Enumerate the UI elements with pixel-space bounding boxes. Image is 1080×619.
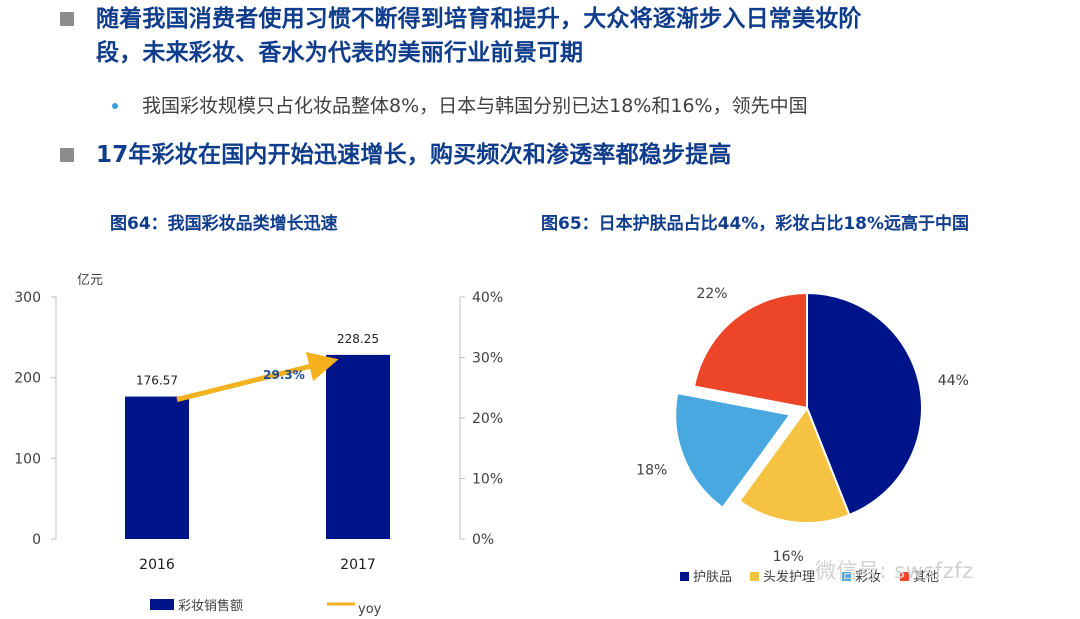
legend-label-1: 头发护理 bbox=[763, 569, 815, 585]
bullet-square bbox=[60, 12, 74, 26]
left-tick-label: 0 bbox=[32, 532, 41, 548]
pie-value-label: 18% bbox=[636, 462, 667, 478]
bar-2016 bbox=[125, 396, 189, 539]
headline-bullet-1-line-2: 段，未来彩妆、香水为代表的美丽行业前景可期 bbox=[96, 40, 584, 66]
left-tick-label: 200 bbox=[14, 371, 41, 387]
pie-value-label: 16% bbox=[773, 549, 804, 565]
y-unit-label: 亿元 bbox=[77, 273, 103, 288]
headline-bullet-1-line-1: 随着我国消费者使用习惯不断得到培育和提升，大众将逐渐步入日常美妆阶 bbox=[96, 6, 862, 32]
bar-value-label: 228.25 bbox=[337, 332, 379, 346]
legend-swatch-1 bbox=[750, 572, 759, 581]
legend-label-3: 其他 bbox=[913, 570, 939, 585]
yoy-growth-label: 29.3% bbox=[263, 368, 305, 382]
left-tick-label: 100 bbox=[14, 451, 41, 467]
figure-65-title: 图65：日本护肤品占比44%，彩妆占比18%远高于中国 bbox=[541, 214, 970, 234]
left-tick-label: 300 bbox=[14, 290, 41, 306]
pie-chart: 44% 16% 18% 22% 护肤品 头发护理 彩妆 其他 bbox=[636, 286, 969, 585]
pie-slice-0 bbox=[806, 291, 923, 517]
legend-label-yoy: yoy bbox=[358, 602, 382, 617]
legend-swatch-0 bbox=[680, 572, 689, 581]
legend-label-0: 护肤品 bbox=[693, 570, 732, 585]
sub-bullet-text: 我国彩妆规模只占化妆品整体8%，日本与韩国分别已达18%和16%，领先中国 bbox=[142, 95, 808, 117]
bullet-square bbox=[60, 148, 74, 162]
legend-label-2: 彩妆 bbox=[855, 570, 881, 585]
x-tick-label: 2017 bbox=[340, 557, 376, 573]
legend-label-sales: 彩妆销售额 bbox=[178, 598, 243, 614]
bar-2017 bbox=[326, 354, 390, 539]
watermark-text: 微信号: swsfzfz bbox=[815, 559, 974, 583]
bar-value-label: 176.57 bbox=[136, 374, 178, 388]
pie-value-label: 22% bbox=[696, 286, 727, 302]
legend-swatch-2 bbox=[842, 572, 851, 581]
legend-swatch-sales bbox=[150, 599, 174, 610]
right-tick-label: 20% bbox=[472, 411, 503, 427]
pie-slice-1 bbox=[738, 405, 851, 524]
figure-64-title: 图64：我国彩妆品类增长迅速 bbox=[110, 214, 338, 234]
right-tick-label: 30% bbox=[472, 351, 503, 367]
pie-slice-2 bbox=[674, 391, 792, 510]
bar-chart: 亿元 0 100 200 300 0% 10% 20% 30% 40% 176.57 2016 228.… bbox=[14, 273, 503, 617]
x-tick-label: 2016 bbox=[139, 557, 175, 573]
right-tick-label: 0% bbox=[472, 532, 494, 548]
sub-bullet-dot bbox=[112, 103, 118, 109]
legend-swatch-3 bbox=[900, 572, 909, 581]
pie-slice-3 bbox=[692, 291, 808, 410]
headline-bullet-2: 17年彩妆在国内开始迅速增长，购买频次和渗透率都稳步提高 bbox=[96, 142, 732, 168]
right-tick-label: 40% bbox=[472, 290, 503, 306]
pie-value-label: 44% bbox=[938, 373, 969, 389]
yoy-growth-arrow bbox=[176, 351, 339, 402]
right-tick-label: 10% bbox=[472, 472, 503, 488]
